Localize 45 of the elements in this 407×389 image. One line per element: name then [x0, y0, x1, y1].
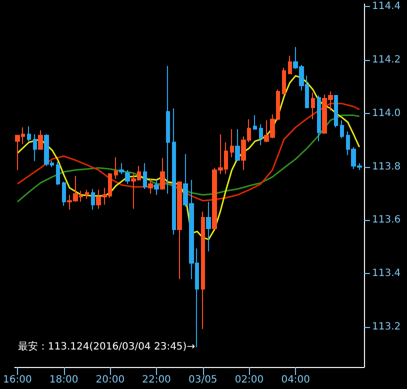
candlestick [91, 188, 95, 210]
y-tick-label: 114.0 [372, 108, 401, 119]
candlestick [206, 201, 211, 252]
x-tick-label: 03/05 [188, 374, 218, 386]
y-tick-label: 113.4 [372, 268, 401, 280]
candlestick [201, 211, 205, 330]
candlestick [33, 134, 37, 162]
candlestick [317, 95, 321, 142]
candlestick [38, 130, 43, 150]
x-tick-label: 18:00 [49, 374, 78, 386]
candlestick [311, 92, 315, 120]
candlestick [172, 108, 176, 236]
candlestick [259, 124, 263, 146]
x-tick-label: 16:00 [2, 374, 32, 386]
y-tick-label: 113.8 [372, 161, 401, 172]
candlestick [340, 120, 344, 139]
candlestick [143, 162, 147, 190]
x-tick-label: 04:00 [281, 374, 310, 386]
candlestick [334, 95, 338, 128]
y-tick-label: 114.2 [372, 54, 401, 66]
y-tick-label: 114.4 [372, 1, 401, 12]
candlestick [253, 114, 257, 130]
candlestick [160, 158, 165, 190]
candlestick [119, 162, 124, 175]
candlestick [288, 55, 292, 74]
candlestick [114, 156, 118, 180]
x-tick-label: 20:00 [96, 374, 125, 386]
annotation: 最安：113.124(2016/03/04 23:45)→ [18, 340, 196, 353]
y-tick-label: 113.6 [372, 214, 401, 226]
candlestick [85, 189, 89, 200]
candlestick [177, 182, 182, 280]
candlestick [62, 181, 66, 206]
candlestick [148, 178, 153, 194]
candlestick [230, 128, 234, 158]
candlestick [56, 162, 60, 186]
x-tick-label: 02:00 [234, 374, 264, 386]
candlestick [154, 179, 159, 196]
candlestick [235, 128, 240, 162]
x-tick-label: 22:00 [142, 374, 171, 386]
candlestick [166, 65, 170, 194]
candlestick [282, 67, 286, 95]
line-series [16, 75, 360, 240]
y-tick-label: 113.2 [372, 321, 401, 332]
candlestick [125, 170, 130, 184]
candlestick [27, 126, 31, 142]
